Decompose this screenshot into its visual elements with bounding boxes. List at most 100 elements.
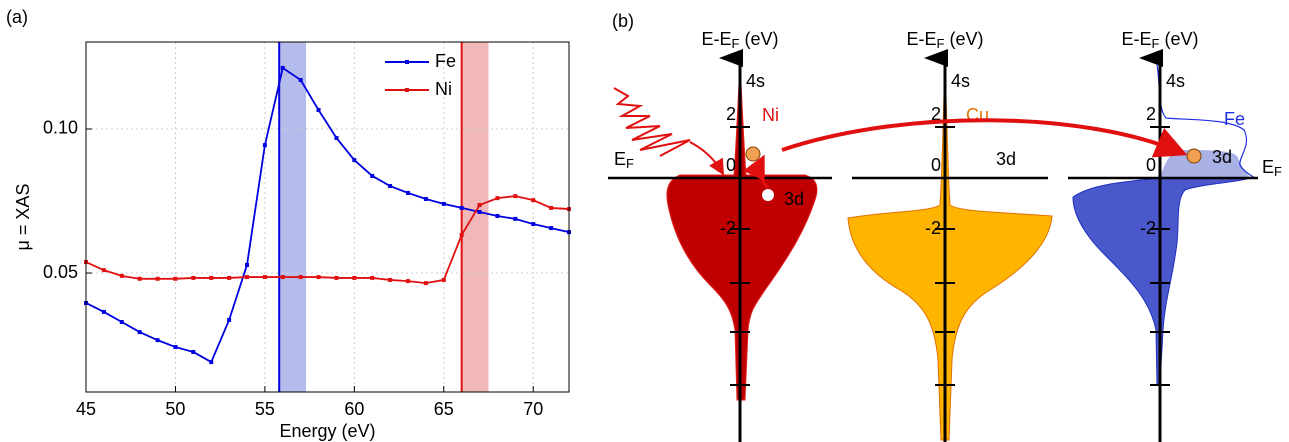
legend-label: Ni: [435, 79, 452, 99]
point: [423, 281, 428, 286]
point: [280, 65, 285, 70]
point: [245, 275, 249, 280]
energy-tick-label: -2: [720, 218, 736, 238]
legend-marker: [405, 88, 409, 92]
point: [191, 275, 196, 280]
electron: [1186, 148, 1202, 164]
energy-tick-label: 0: [726, 155, 736, 175]
point: [423, 196, 428, 201]
axis-title: E-EF (eV): [1122, 29, 1199, 52]
point: [531, 198, 536, 203]
energy-tick-label: -2: [925, 218, 941, 238]
energy-tick-label: 0: [931, 155, 941, 175]
x-tick-label: 60: [344, 399, 364, 419]
point: [119, 320, 124, 324]
panel-a: (a) 45 50 55 60 65 70 0.05 0.10 Energy (eV) μ = X…: [6, 7, 571, 441]
highlight-band: [461, 42, 489, 392]
dos-fe-empty: [1160, 150, 1250, 178]
point: [334, 275, 339, 280]
panel-label: (b): [612, 11, 634, 31]
element-label: Ni: [762, 105, 779, 125]
series-line: [85, 66, 570, 364]
energy-tick-label: 2: [726, 104, 736, 124]
point: [298, 275, 303, 280]
axis-title: E-EF (eV): [702, 29, 779, 52]
y-tick-label: 0.10: [43, 118, 78, 138]
fermi-label: EF: [1262, 157, 1282, 180]
dos-ni: [666, 64, 818, 401]
point: [459, 233, 464, 238]
point: [352, 158, 357, 163]
point: [495, 196, 500, 201]
point: [298, 78, 303, 83]
point: [173, 345, 178, 350]
point: [549, 226, 554, 231]
point: [477, 203, 482, 208]
point: [191, 349, 196, 354]
point: [280, 275, 285, 280]
point: [334, 135, 339, 140]
point: [155, 338, 160, 343]
point: [406, 190, 410, 195]
point: [101, 309, 106, 314]
energy-tick-label: 0: [1146, 155, 1156, 175]
hole: [762, 189, 774, 201]
axis-title: E-EF (eV): [907, 29, 984, 52]
orbital-label: 3d: [784, 189, 804, 209]
point: [209, 360, 214, 365]
dos-fe-outline: [1156, 64, 1256, 179]
point: [352, 275, 357, 280]
series-line: [85, 195, 570, 285]
point: [406, 279, 410, 284]
point: [173, 276, 178, 281]
point: [549, 205, 554, 210]
point: [388, 184, 393, 189]
x-tick-label: 45: [76, 399, 96, 419]
y-axis-label: μ = XAS: [13, 184, 33, 251]
point: [388, 277, 393, 282]
plot-frame: [85, 41, 570, 393]
panel-label: (a): [6, 7, 28, 27]
point: [316, 275, 321, 280]
legend-marker: [405, 60, 409, 64]
orbital-label: 4s: [746, 71, 765, 91]
point: [245, 262, 249, 267]
axis-ticks: [730, 126, 1170, 386]
energy-tick-label: 2: [1146, 104, 1156, 124]
energy-tick-label: 2: [931, 104, 941, 124]
point: [441, 201, 446, 206]
point: [513, 216, 518, 221]
point: [370, 173, 375, 178]
energy-tick-labels: 2 0 -2 2 0 -2 2 0 -2: [720, 104, 1156, 238]
point: [262, 143, 267, 148]
point: [209, 275, 214, 280]
point: [137, 276, 142, 281]
y-tick-label: 0.05: [43, 262, 78, 282]
orbital-label: 4s: [951, 71, 970, 91]
x-axis-label: Energy (eV): [279, 421, 375, 441]
point: [119, 273, 124, 278]
point: [531, 222, 536, 227]
point: [137, 330, 142, 335]
photon-arrow: [689, 141, 725, 176]
x-tick-label: 55: [255, 399, 275, 419]
point: [370, 275, 375, 280]
point: [227, 275, 232, 280]
point: [441, 277, 446, 282]
x-tick-label: 50: [165, 399, 185, 419]
highlight-band: [279, 42, 307, 392]
point: [227, 317, 232, 322]
x-tick-label: 65: [434, 399, 454, 419]
point: [155, 276, 160, 281]
point: [495, 213, 500, 218]
orbital-label: 3d: [1212, 147, 1232, 167]
legend-label: Fe: [435, 51, 456, 71]
point: [513, 194, 518, 199]
point: [477, 209, 482, 214]
energy-tick-label: -2: [1140, 218, 1156, 238]
point: [262, 275, 267, 280]
x-tick-label: 70: [523, 399, 543, 419]
point: [101, 268, 106, 273]
dos-cu: [847, 64, 1053, 441]
